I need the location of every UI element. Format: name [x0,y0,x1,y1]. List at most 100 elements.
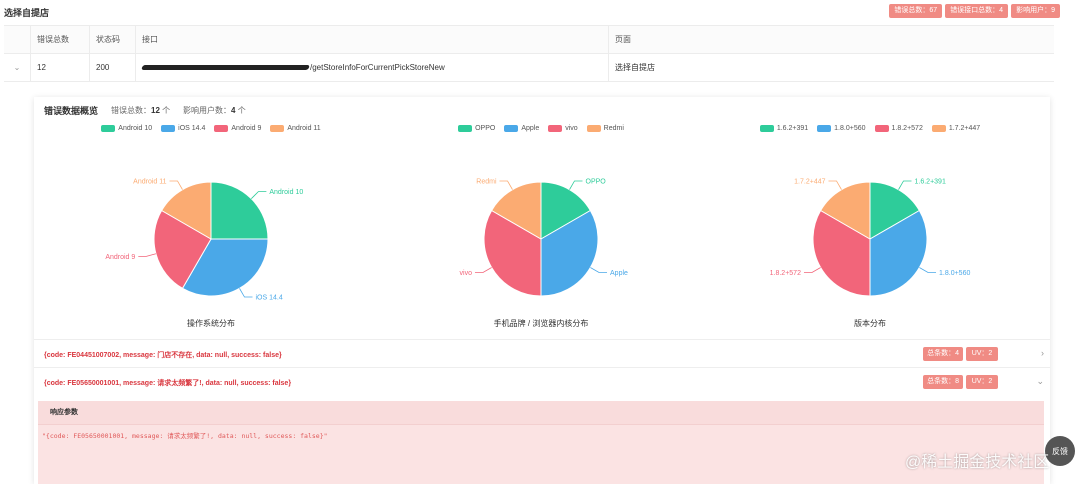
pie-label-line [898,180,912,190]
chart-legend: OPPO Apple vivo Redmi [376,125,706,132]
feedback-button[interactable]: 反馈 [1045,436,1075,466]
pie-label: Android 11 [133,178,166,185]
pie-slice[interactable] [483,209,542,297]
cell-api: /getStoreInfoForCurrentPickStoreNew [135,54,608,81]
error-overview-panel: 错误数据概览 错误总数：12 个 影响用户数：4 个 Android 10 iOS… [34,97,1050,484]
pie-slice[interactable] [540,181,592,240]
pie-label-line [803,267,821,273]
legend-item[interactable]: 1.8.0+560 [817,125,866,132]
redacted-url [141,65,310,70]
legend-item[interactable]: OPPO [458,125,495,132]
table-header: 错误总数 状态码 接口 页面 [4,26,1054,54]
cell-status-code: 200 [89,54,135,81]
table-row[interactable]: ⌄ 12 200 /getStoreInfoForCurrentPickStor… [4,54,1054,82]
pie-label: 1.8.2+572 [770,270,801,277]
legend-swatch [759,125,774,132]
legend-item[interactable]: vivo [548,125,578,132]
legend-swatch [874,125,889,132]
pie-slice[interactable] [153,209,212,290]
legend-swatch [101,125,116,132]
legend-label: iOS 14.4 [178,125,206,132]
legend-label: Android 11 [287,125,321,132]
column-header-error-count[interactable]: 错误总数 [30,26,89,53]
error-uv-badge: UV：2 [966,347,998,361]
chevron-right-icon[interactable]: › [1041,348,1044,358]
pie-slice[interactable] [869,181,921,240]
legend-item[interactable]: 1.7.2+447 [931,125,980,132]
legend-label: OPPO [475,125,496,132]
error-item[interactable]: {code: FE05650001001, message: 请求太频繁了!, … [34,367,1050,395]
column-header-page[interactable]: 页面 [608,26,1054,53]
pie-label: Android 10 [269,189,303,196]
overview-title: 错误数据概览 [44,106,99,116]
error-item[interactable]: {code: FE04451007002, message: 门店不存在, da… [34,339,1050,367]
legend-label: Apple [521,125,540,132]
affected-users-badge: 影响用户：9 [1011,4,1060,18]
pie-label-line [828,180,842,190]
pie-label: Apple [610,270,628,277]
pie-slice[interactable] [210,181,269,240]
pie-slice[interactable] [490,181,542,240]
legend-label: 1.8.2+572 [891,125,923,132]
pie-slice[interactable] [160,181,212,240]
legend-label: 1.6.2+391 [776,125,809,132]
pie-svg: Android 10 iOS 14.4 Android 9 Android 11 [105,178,303,301]
legend-item[interactable]: 1.8.2+572 [874,125,923,132]
error-message: {code: FE05650001001, message: 请求太频繁了!, … [44,380,292,387]
pie-label: Android 9 [105,254,135,261]
legend-item[interactable]: Android 10 [101,125,152,132]
pie-label-line [239,288,253,298]
column-header-status-code[interactable]: 状态码 [89,26,135,53]
pie-slice[interactable] [869,209,928,297]
response-params-panel: 响应参数 "{code: FE05650001001, message: 请求太… [38,401,1044,484]
legend-item[interactable]: iOS 14.4 [161,125,205,132]
os-distribution-chart: Android 10 iOS 14.4 Android 9 Android 11 An… [46,121,376,336]
legend-item[interactable]: Redmi [586,125,624,132]
legend-swatch [931,125,946,132]
legend-swatch [270,125,285,132]
legend-label: Android 10 [118,125,153,132]
page-title: 选择自提店 [4,8,50,18]
total-errors-badge: 错误总数：67 [889,4,943,18]
column-header-api[interactable]: 接口 [135,26,608,53]
legend-swatch [586,125,601,132]
legend-label: Redmi [603,125,624,132]
pie-slice[interactable] [181,238,269,297]
pie-label: 1.6.2+391 [915,178,946,185]
chart-title: 手机品牌 / 浏览器内核分布 [493,319,589,328]
legend-item[interactable]: Android 9 [214,125,261,132]
legend-swatch [548,125,563,132]
pie-slice[interactable] [819,181,871,240]
legend-item[interactable]: 1.6.2+391 [759,125,809,132]
pie-label: 1.7.2+447 [794,178,825,185]
legend-item[interactable]: Android 11 [270,125,321,132]
pie-slice[interactable] [812,209,871,297]
error-message: {code: FE04451007002, message: 门店不存在, da… [44,352,282,359]
chart-legend: 1.6.2+391 1.8.0+560 1.8.2+572 1.7.2+447 [705,125,1035,132]
pie-svg: OPPO Apple vivo Redmi [460,178,628,297]
legend-swatch [214,125,229,132]
legend-swatch [458,125,473,132]
pie-label-line [474,267,492,273]
pie-label: vivo [460,270,473,277]
pie-svg: 1.6.2+391 1.8.0+560 1.8.2+572 1.7.2+447 [770,178,970,297]
legend-item[interactable]: Apple [504,125,539,132]
pie-label-line [499,180,513,190]
response-params-title: 响应参数 [38,401,1044,425]
pie-slice[interactable] [540,209,599,297]
expand-row-chevron-icon[interactable]: ⌄ [13,63,21,72]
pie-label-line [169,180,183,190]
pie-label-line [569,180,583,190]
summary-badges: 错误总数：67 错误接口总数：4 影响用户：9 [889,4,1060,18]
legend-swatch [817,125,832,132]
error-total-badge: 总条数：4 [923,347,963,361]
error-table: 错误总数 状态码 接口 页面 ⌄ 12 200 /getStoreInfoFor… [4,25,1054,82]
pie-label-line [590,267,608,273]
error-total-badge: 总条数：8 [923,375,963,389]
error-api-count-badge: 错误接口总数：4 [945,4,1009,18]
legend-swatch [161,125,176,132]
legend-swatch [504,125,519,132]
pie-label-line [919,267,937,273]
error-uv-badge: UV：2 [966,375,998,389]
chevron-down-icon[interactable]: ⌄ [1036,376,1044,386]
